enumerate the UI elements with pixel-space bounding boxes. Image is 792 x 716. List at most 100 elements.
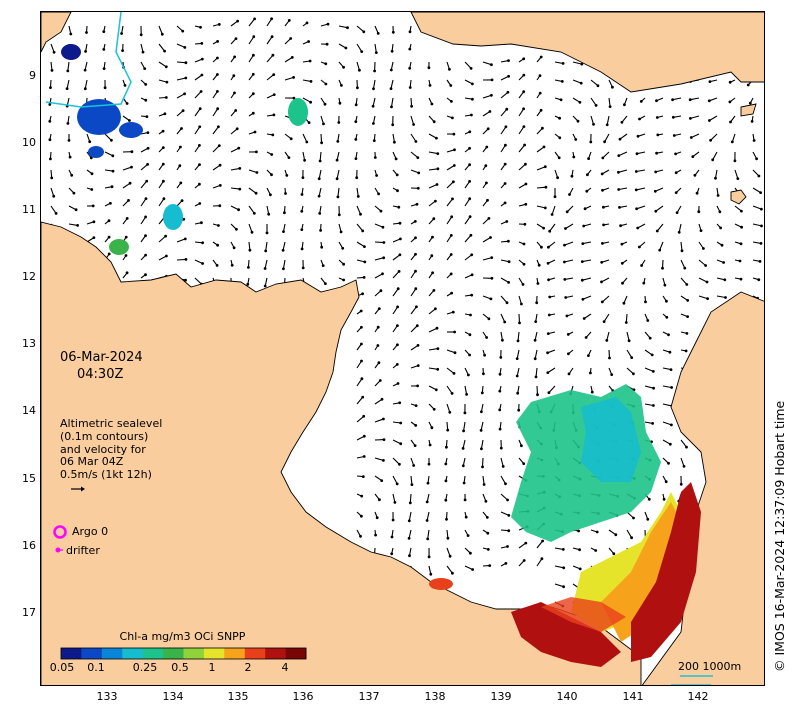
velocity-arrow-head [144,197,148,201]
velocity-arrow-head [90,188,94,191]
velocity-arrow-head [146,131,150,134]
velocity-arrow-head [581,297,585,301]
velocity-arrow-head [376,32,380,35]
velocity-arrow-head [146,146,150,150]
colorbar-tick-label: 0.25 [132,661,158,674]
velocity-arrow-head [523,222,527,226]
velocity-arrow-head [736,177,740,181]
velocity-arrow [518,126,525,135]
velocity-arrow-head [655,99,658,103]
velocity-arrow [734,169,739,179]
velocity-arrow-head [547,278,550,282]
velocity-arrow [644,349,653,356]
velocity-arrow-head [397,270,401,273]
velocity-arrow [680,259,686,269]
velocity-arrow-head [480,410,483,414]
velocity-arrow-head [450,215,454,219]
velocity-arrow-head [683,266,687,270]
velocity-arrow-head [325,42,329,46]
velocity-arrow-head [109,201,112,205]
velocity-arrow-head [451,116,454,120]
velocity-arrow [212,145,220,153]
colorbar-swatch [101,648,123,659]
velocity-arrow-head [216,243,220,247]
velocity-arrow [500,511,510,516]
velocity-arrow-head [372,122,375,125]
velocity-arrow-head [486,548,490,551]
velocity-arrow-head [391,518,395,522]
velocity-arrow-head [630,536,633,540]
velocity-arrow-head [232,74,236,78]
velocity-arrow-head [107,252,111,256]
velocity-arrow-head [647,497,651,501]
velocity-arrow-head [218,204,222,208]
velocity-arrow-head [550,213,554,216]
velocity-arrow [194,108,201,117]
velocity-arrow [392,306,399,315]
velocity-arrow [248,223,253,233]
velocity-arrow-head [522,125,526,128]
velocity-arrow [374,223,384,228]
velocity-arrow-head [110,138,113,142]
velocity-arrow-head [723,278,727,282]
velocity-arrow-head [272,93,276,96]
velocity-arrow-head [453,330,456,334]
velocity-arrow-head [282,230,285,234]
velocity-arrow-head [309,80,313,83]
velocity-arrow-head [373,156,377,159]
velocity-arrow-head [646,319,650,322]
velocity-arrow-head [235,227,238,231]
velocity-arrow [482,61,492,66]
velocity-arrow-head [563,243,566,247]
velocity-arrow-head [414,404,418,407]
velocity-arrow [752,169,760,177]
chl-patch-south-red [511,602,621,667]
colorbar-swatch [224,648,246,659]
velocity-arrow [464,61,472,69]
velocity-arrow-head [452,372,456,375]
chl-patch-sw-orange [429,578,453,590]
velocity-arrow [122,166,132,171]
velocity-arrow-head [416,364,420,367]
velocity-arrow [140,180,148,189]
velocity-arrow-head [547,313,551,317]
velocity-arrow [248,36,255,45]
velocity-arrow-head [548,229,552,233]
velocity-arrow-head [381,272,384,276]
velocity-arrow-head [160,32,164,36]
velocity-arrow-head [596,84,600,88]
velocity-arrow-head [760,207,763,211]
velocity-arrow-head [199,90,203,93]
velocity-arrow-head [252,211,256,215]
velocity-arrow-head [435,136,438,140]
velocity-arrow-head [361,292,364,296]
velocity-arrow [619,133,628,140]
velocity-arrow-head [524,162,527,166]
velocity-arrow-head [522,559,526,562]
velocity-arrow-head [524,182,528,186]
velocity-arrow-head [757,174,761,178]
velocity-arrow-head [614,533,618,537]
velocity-arrow-head [759,242,763,245]
velocity-arrow [356,25,365,33]
velocity-arrow-head [670,423,673,427]
velocity-arrow-head [264,249,268,253]
velocity-arrow-head [181,29,185,33]
velocity-arrow-head [407,519,411,523]
velocity-arrow-head [671,98,674,102]
colorbar-title: Chl-a mg/m3 OCi SNPP [119,630,246,643]
velocity-arrow-head [490,78,494,82]
velocity-arrow-head [635,152,639,156]
velocity-arrow-head [479,429,483,432]
velocity-arrow-head [218,184,222,187]
velocity-arrow [662,385,672,389]
velocity-arrow-head [667,333,670,337]
velocity-arrow-head [237,208,241,212]
velocity-arrow-head [215,264,219,267]
velocity-arrow-head [669,368,673,371]
velocity-arrow-head [689,136,693,139]
velocity-arrow [662,439,671,445]
velocity-arrow-head [466,534,470,537]
velocity-arrow-head [664,480,668,484]
velocity-arrow-head [431,271,434,275]
